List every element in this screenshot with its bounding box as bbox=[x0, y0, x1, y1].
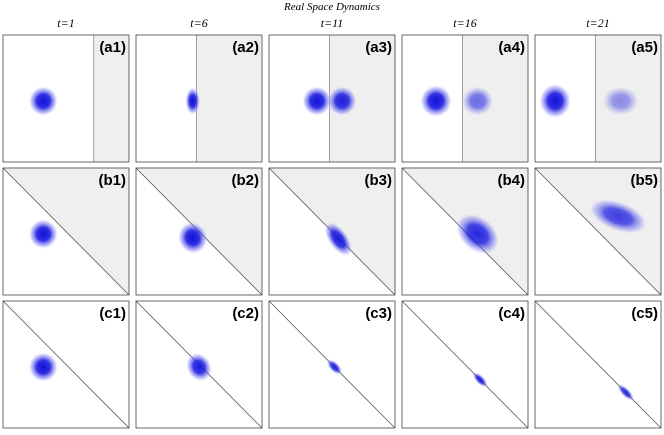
wavepacket bbox=[326, 359, 343, 376]
wavepacket bbox=[601, 85, 640, 117]
panel-border bbox=[2, 167, 130, 296]
panel: (c3) bbox=[268, 300, 396, 429]
wavepacket bbox=[177, 221, 208, 255]
panel-border bbox=[135, 34, 263, 163]
panel-label: (b4) bbox=[498, 172, 526, 189]
panel: (a1) bbox=[2, 34, 130, 163]
figure-title: Real Space Dynamics bbox=[283, 1, 380, 13]
panel-border bbox=[534, 300, 662, 429]
diagonal-line bbox=[534, 300, 662, 429]
wavepacket bbox=[538, 83, 572, 119]
panel-label: (c1) bbox=[99, 305, 126, 322]
panel-label: (c2) bbox=[232, 305, 259, 322]
wavepacket bbox=[617, 383, 635, 402]
panel-border bbox=[268, 167, 396, 296]
panel: (a5) bbox=[534, 34, 662, 163]
panel-label: (a2) bbox=[232, 39, 259, 56]
diagonal-line bbox=[401, 300, 529, 429]
panel-label: (c4) bbox=[498, 305, 525, 322]
column-label: t=1 bbox=[57, 16, 74, 30]
wavepacket bbox=[301, 85, 332, 117]
diagonal-line bbox=[2, 167, 130, 296]
diagonal-line bbox=[534, 167, 662, 296]
wavepacket bbox=[28, 85, 59, 117]
panel-border bbox=[401, 34, 529, 163]
panel: (b5) bbox=[534, 167, 662, 296]
panel-label: (a5) bbox=[631, 39, 658, 56]
panel: (a2) bbox=[135, 34, 263, 163]
panel: (c4) bbox=[401, 300, 529, 429]
wavepacket bbox=[455, 212, 501, 256]
panel: (b3) bbox=[268, 167, 396, 296]
panel: (c5) bbox=[534, 300, 662, 429]
panel-label: (c5) bbox=[631, 305, 658, 322]
wavepacket bbox=[185, 87, 201, 116]
panel-label: (b3) bbox=[365, 172, 393, 189]
panel-border bbox=[135, 167, 263, 296]
panel-border bbox=[2, 34, 130, 163]
panel-label: (a1) bbox=[99, 39, 126, 56]
panel-label: (a3) bbox=[365, 39, 392, 56]
panel: (a4) bbox=[401, 34, 529, 163]
panel-border bbox=[534, 34, 662, 163]
panel-label: (b5) bbox=[631, 172, 659, 189]
panel-label: (b1) bbox=[99, 172, 127, 189]
wavepacket bbox=[472, 371, 488, 388]
wavepacket bbox=[588, 198, 649, 235]
panel: (c1) bbox=[2, 300, 130, 429]
panel: (b2) bbox=[135, 167, 263, 296]
panel-label: (b2) bbox=[232, 172, 260, 189]
panel: (b4) bbox=[401, 167, 529, 296]
diagonal-line bbox=[2, 300, 130, 429]
panel-border bbox=[268, 34, 396, 163]
column-label: t=21 bbox=[586, 16, 609, 30]
panel: (c2) bbox=[135, 300, 263, 429]
barrier-region bbox=[93, 35, 129, 162]
wavepacket bbox=[461, 85, 494, 117]
panel: (b1) bbox=[2, 167, 130, 296]
wavepacket bbox=[28, 218, 59, 250]
wavepacket bbox=[324, 221, 353, 257]
panel-border bbox=[268, 300, 396, 429]
panel-border bbox=[401, 167, 529, 296]
column-label: t=11 bbox=[321, 16, 344, 30]
barrier-region bbox=[196, 35, 262, 162]
panel-border bbox=[2, 300, 130, 429]
wavepacket bbox=[185, 352, 213, 382]
panel-border bbox=[534, 167, 662, 296]
panel-border bbox=[401, 300, 529, 429]
panel: (a3) bbox=[268, 34, 396, 163]
wavepacket bbox=[419, 84, 453, 118]
panel-label: (a4) bbox=[498, 39, 525, 56]
column-label: t=6 bbox=[190, 16, 207, 30]
wavepacket bbox=[326, 85, 358, 117]
wavepacket bbox=[28, 351, 59, 383]
column-label: t=16 bbox=[453, 16, 476, 30]
panel-label: (c3) bbox=[365, 305, 392, 322]
panel-border bbox=[135, 300, 263, 429]
